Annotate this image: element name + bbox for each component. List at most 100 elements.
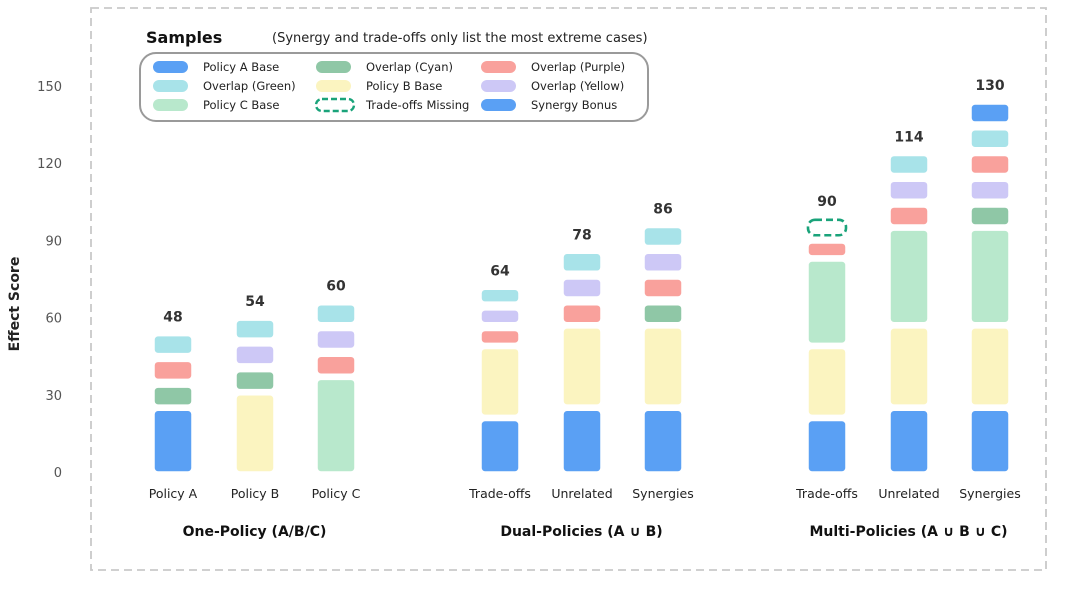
legend-label: Trade-offs Missing — [365, 98, 469, 112]
legend-title: Samples — [146, 28, 222, 47]
category-label: Trade-offs — [468, 486, 531, 501]
legend-swatch — [316, 80, 351, 92]
y-tick-label: 30 — [45, 389, 62, 404]
bar-segment-b-base — [235, 394, 275, 473]
legend-swatch — [153, 99, 188, 111]
legend-item: Overlap (Yellow) — [481, 79, 624, 93]
bar-total-label: 130 — [975, 78, 1004, 94]
y-axis-ticks: 0 30 60 90 120 150 — [37, 80, 62, 481]
bar: 78 Unrelated — [551, 227, 612, 501]
bar-segment-ov-purple — [562, 303, 602, 324]
bar-total-label: 86 — [653, 202, 672, 218]
bars-layer: One-Policy (A/B/C) 48 Policy A 54 Policy B 60… — [149, 78, 1021, 540]
bar-segment-ov-yellow — [643, 252, 683, 273]
bar-total-label: 64 — [490, 263, 510, 279]
category-label: Trade-offs — [795, 486, 858, 501]
legend-label: Policy C Base — [203, 98, 279, 112]
bar-segment-ov-yellow — [562, 278, 602, 298]
legend-swatch — [316, 61, 351, 73]
bar-segment-c-base — [970, 229, 1010, 324]
bar-segment-b-base — [807, 347, 847, 417]
legend-item: Overlap (Cyan) — [316, 60, 453, 74]
bar-segment-ov-green — [480, 288, 520, 303]
bar-total-label: 48 — [163, 310, 182, 326]
bar-segment-c-base — [889, 229, 929, 324]
legend-item: Policy C Base — [153, 98, 279, 112]
bar-segment-ov-green — [643, 226, 683, 247]
bar-segment-ov-purple — [643, 278, 683, 298]
bar-segment-ov-purple — [153, 360, 193, 381]
category-label: Policy C — [312, 486, 361, 501]
bar-segment-missing — [806, 218, 848, 237]
y-axis-label: Effect Score — [7, 257, 23, 352]
group-label: One-Policy (A/B/C) — [183, 524, 327, 540]
bar: 64 Trade-offs — [468, 263, 531, 501]
legend-swatch — [314, 97, 356, 113]
y-tick-label: 150 — [37, 80, 62, 95]
legend-label: Overlap (Cyan) — [366, 60, 453, 74]
bar-segment-ov-purple — [316, 355, 356, 375]
legend-swatch — [481, 99, 516, 111]
bar-segment-ov-green — [235, 319, 275, 339]
y-tick-label: 120 — [37, 157, 62, 172]
legend-label: Synergy Bonus — [531, 98, 617, 112]
bar-segment-b-base — [970, 327, 1010, 406]
bar-total-label: 78 — [572, 227, 591, 243]
bar-segment-ov-cyan — [235, 370, 275, 391]
bar-segment-a-base — [480, 419, 520, 473]
bar-segment-a-base — [970, 409, 1010, 473]
bar-total-label: 60 — [326, 279, 346, 295]
legend: Samples (Synergy and trade-offs only lis… — [139, 28, 649, 122]
bar-segment-ov-cyan — [970, 206, 1010, 226]
legend-label: Overlap (Green) — [203, 79, 296, 93]
bar-segment-ov-cyan — [153, 386, 193, 406]
bar-segment-ov-purple — [807, 242, 847, 257]
category-label: Synergies — [959, 486, 1020, 501]
bar-segment-b-base — [889, 327, 929, 406]
bar-segment-b-base — [562, 327, 602, 406]
legend-item: Policy B Base — [316, 79, 442, 93]
bar-segment-c-base — [316, 378, 356, 473]
bar: 60 Policy C — [312, 279, 361, 501]
legend-item: Overlap (Purple) — [481, 60, 625, 74]
bar: 90 Trade-offs — [795, 194, 858, 501]
legend-item: Trade-offs Missing — [314, 97, 469, 113]
category-label: Synergies — [632, 486, 693, 501]
bar-segment-a-base — [807, 419, 847, 473]
bar-segment-ov-yellow — [480, 309, 520, 324]
chart-frame — [90, 7, 1047, 571]
category-label: Policy A — [149, 486, 198, 501]
legend-items: Policy A Base Overlap (Green) Policy C Bas… — [153, 60, 625, 113]
bar: 114 Unrelated — [878, 129, 939, 501]
bar-segment-ov-green — [562, 252, 602, 273]
y-tick-label: 0 — [54, 466, 62, 481]
legend-swatch — [481, 80, 516, 92]
bar-total-label: 54 — [245, 294, 265, 310]
bar-segment-a-base — [562, 409, 602, 473]
bar-segment-ov-yellow — [970, 180, 1010, 200]
legend-box — [139, 52, 649, 122]
legend-swatch — [153, 80, 188, 92]
y-tick-label: 60 — [45, 312, 62, 327]
bar-segment-ov-yellow — [889, 180, 929, 200]
legend-item: Overlap (Green) — [153, 79, 296, 93]
category-label: Policy B — [231, 486, 280, 501]
bar-segment-ov-purple — [889, 206, 929, 226]
legend-label: Overlap (Purple) — [531, 60, 625, 74]
bar: 54 Policy B — [231, 294, 280, 501]
legend-label: Policy A Base — [203, 60, 279, 74]
bar: 86 Synergies — [632, 202, 693, 501]
legend-label: Policy B Base — [366, 79, 442, 93]
bar-segment-ov-green — [970, 128, 1010, 149]
bar-segment-a-base — [153, 409, 193, 473]
bar-segment-ov-cyan — [643, 303, 683, 324]
bar-segment-ov-purple — [970, 154, 1010, 175]
bar-segment-b-base — [480, 347, 520, 417]
bar-total-label: 90 — [817, 194, 837, 210]
legend-item: Synergy Bonus — [481, 98, 617, 112]
legend-note: (Synergy and trade-offs only list the mo… — [272, 31, 648, 46]
bar-total-label: 114 — [894, 129, 923, 145]
bar-segment-ov-purple — [480, 329, 520, 345]
bar-segment-a-base — [889, 409, 929, 473]
bar-segment-b-base — [643, 327, 683, 406]
